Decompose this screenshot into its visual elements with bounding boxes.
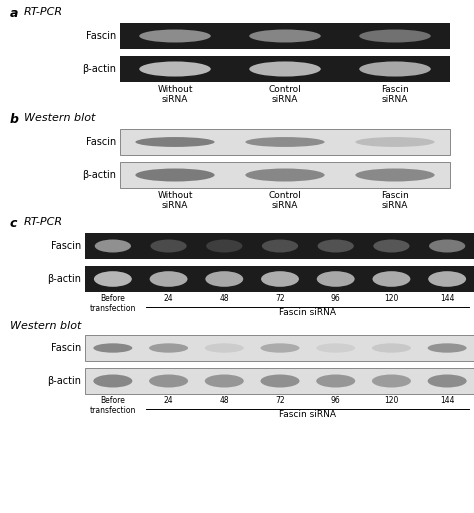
Text: 24: 24	[164, 294, 173, 303]
Ellipse shape	[428, 271, 466, 287]
Text: Fascin: Fascin	[51, 343, 81, 353]
Ellipse shape	[428, 343, 466, 352]
Ellipse shape	[249, 62, 321, 76]
Ellipse shape	[205, 374, 244, 387]
Ellipse shape	[139, 62, 211, 76]
Ellipse shape	[428, 374, 466, 387]
Ellipse shape	[150, 240, 187, 252]
Text: c: c	[10, 217, 18, 230]
Text: Western blot: Western blot	[10, 321, 82, 331]
Text: Control
siRNA: Control siRNA	[269, 191, 301, 210]
Ellipse shape	[95, 240, 131, 252]
Ellipse shape	[249, 30, 321, 43]
Ellipse shape	[374, 240, 410, 252]
Text: Without
siRNA: Without siRNA	[157, 191, 193, 210]
Ellipse shape	[205, 343, 244, 352]
Text: 96: 96	[331, 294, 341, 303]
Text: RT-PCR: RT-PCR	[24, 217, 63, 227]
Text: 72: 72	[275, 396, 285, 405]
Ellipse shape	[372, 374, 411, 387]
Text: β-actin: β-actin	[82, 64, 116, 74]
Ellipse shape	[316, 343, 355, 352]
Bar	[85, 335, 474, 361]
Ellipse shape	[93, 343, 132, 352]
Bar	[120, 56, 450, 82]
Text: RT-PCR: RT-PCR	[24, 7, 63, 17]
Ellipse shape	[261, 343, 300, 352]
Ellipse shape	[246, 168, 325, 182]
Text: Fascin siRNA: Fascin siRNA	[279, 308, 337, 317]
Ellipse shape	[356, 168, 435, 182]
Ellipse shape	[149, 343, 188, 352]
Bar	[85, 233, 474, 259]
Text: β-actin: β-actin	[47, 376, 81, 386]
Ellipse shape	[139, 30, 211, 43]
Text: 96: 96	[331, 396, 341, 405]
Ellipse shape	[93, 374, 132, 387]
Ellipse shape	[359, 30, 431, 43]
Text: Fascin
siRNA: Fascin siRNA	[381, 191, 409, 210]
Text: Fascin siRNA: Fascin siRNA	[279, 410, 337, 419]
Ellipse shape	[316, 374, 355, 387]
Text: 72: 72	[275, 294, 285, 303]
Bar	[120, 162, 450, 188]
Ellipse shape	[359, 62, 431, 76]
Text: 120: 120	[384, 396, 399, 405]
Text: 48: 48	[219, 396, 229, 405]
Ellipse shape	[246, 137, 325, 147]
Bar	[120, 129, 450, 155]
Text: 24: 24	[164, 396, 173, 405]
Ellipse shape	[317, 271, 355, 287]
Bar	[85, 368, 474, 394]
Text: β-actin: β-actin	[47, 274, 81, 284]
Text: Fascin: Fascin	[86, 31, 116, 41]
Text: 120: 120	[384, 294, 399, 303]
Text: Fascin: Fascin	[86, 137, 116, 147]
Ellipse shape	[206, 240, 242, 252]
Ellipse shape	[261, 271, 299, 287]
Text: 48: 48	[219, 294, 229, 303]
Ellipse shape	[136, 168, 215, 182]
Ellipse shape	[261, 374, 300, 387]
Bar	[120, 23, 450, 49]
Text: Fascin
siRNA: Fascin siRNA	[381, 85, 409, 105]
Text: Western blot: Western blot	[24, 113, 95, 123]
Ellipse shape	[356, 137, 435, 147]
Text: a: a	[10, 7, 18, 20]
Text: 144: 144	[440, 294, 455, 303]
Text: Before
transfection: Before transfection	[90, 396, 136, 416]
Text: Before
transfection: Before transfection	[90, 294, 136, 313]
Ellipse shape	[94, 271, 132, 287]
Bar	[85, 266, 474, 292]
Ellipse shape	[205, 271, 243, 287]
Ellipse shape	[429, 240, 465, 252]
Ellipse shape	[262, 240, 298, 252]
Text: Without
siRNA: Without siRNA	[157, 85, 193, 105]
Ellipse shape	[136, 137, 215, 147]
Ellipse shape	[150, 271, 188, 287]
Text: β-actin: β-actin	[82, 170, 116, 180]
Text: b: b	[10, 113, 19, 126]
Text: Control
siRNA: Control siRNA	[269, 85, 301, 105]
Ellipse shape	[372, 343, 411, 352]
Text: Fascin: Fascin	[51, 241, 81, 251]
Ellipse shape	[373, 271, 410, 287]
Ellipse shape	[318, 240, 354, 252]
Text: 144: 144	[440, 396, 455, 405]
Ellipse shape	[149, 374, 188, 387]
